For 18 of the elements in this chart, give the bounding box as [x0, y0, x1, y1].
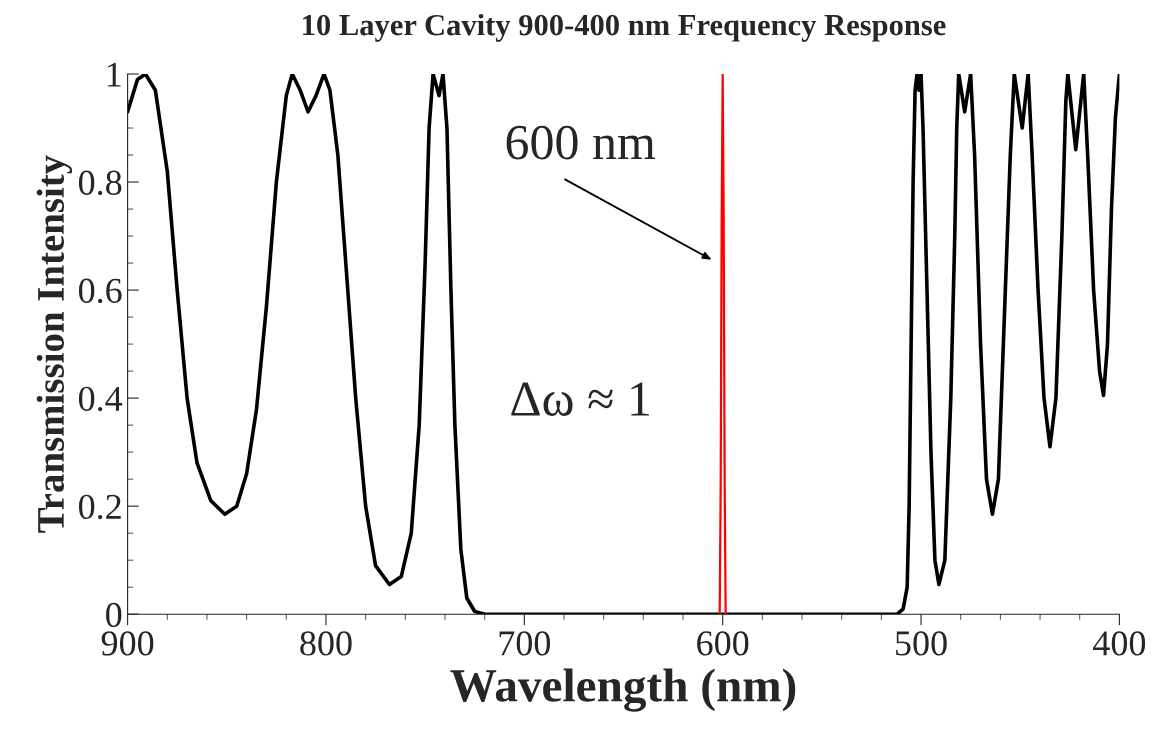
- line-series: [718, 74, 727, 615]
- y-tick-label: 1: [107, 62, 121, 87]
- chart-title: 10 Layer Cavity 900-400 nm Frequency Response: [303, 13, 946, 42]
- y-tick-label: 0.8: [78, 170, 122, 196]
- y-tick-label: 0.4: [78, 386, 123, 412]
- x-tick-label: 400: [1093, 631, 1146, 656]
- annotation: Δω ≈ 1: [511, 382, 649, 417]
- x-axis-title: Wavelength (nm): [450, 668, 796, 712]
- y-tick-label: 0.2: [78, 494, 121, 520]
- y-tick-label: 0.6: [78, 278, 122, 304]
- x-tick-label: 600: [697, 631, 749, 656]
- x-tick-label: 800: [300, 631, 352, 656]
- y-axis-title: Transmission Intensity: [36, 155, 73, 533]
- x-tick-label: 900: [101, 631, 154, 656]
- x-tick-label: 700: [499, 631, 551, 656]
- x-tick-label: 500: [896, 631, 947, 656]
- annotation: 600 nm: [506, 125, 656, 160]
- y-tick-label: 0: [106, 602, 122, 628]
